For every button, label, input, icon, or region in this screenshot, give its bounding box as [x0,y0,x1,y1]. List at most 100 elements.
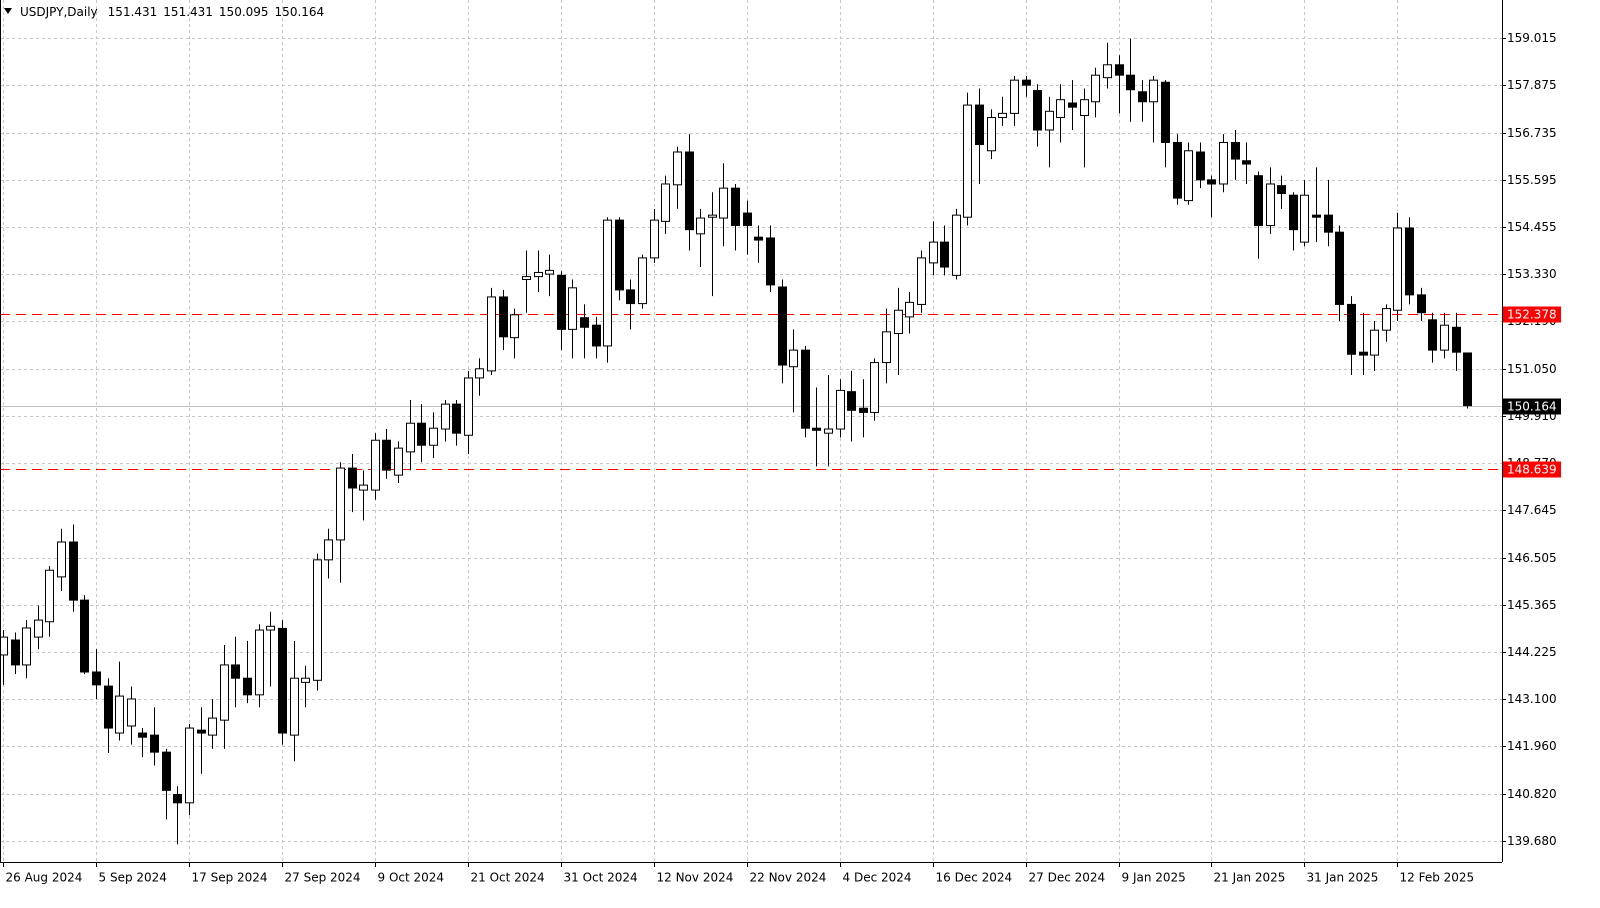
candle-body [464,377,473,436]
candle-body [162,751,171,791]
current-price-label: 150.164 [1507,400,1557,414]
y-tick-label: 155.595 [1507,173,1557,187]
candle-body [1219,141,1228,185]
x-tick-label: 9 Oct 2024 [378,871,445,885]
candle-body [1347,303,1356,355]
x-tick-label: 31 Jan 2025 [1307,871,1379,885]
candle-body [34,619,43,638]
y-tick-label: 145.365 [1507,598,1557,612]
candle-body [417,422,426,446]
candle-body [603,219,612,347]
candle-body [1335,231,1344,305]
candle-body [1300,194,1309,243]
candle-body [1312,214,1321,218]
candle-body [92,671,101,686]
candle-body [580,317,589,328]
candle-body [1173,141,1182,199]
candle-body [475,368,484,379]
candle-body [987,117,996,152]
candle-body [301,677,310,683]
axis: 139.680 140.820 141.960 143.100 144.225 145.3… [3,31,1561,885]
candle-body [441,403,450,430]
candle-body [1452,326,1461,353]
candle-body [197,729,206,734]
candle-body [545,269,554,275]
candle-body [359,484,368,491]
level-label: 152.378 [1507,308,1557,322]
candle-body [382,439,391,471]
candle-body [708,214,717,218]
candle-body [696,217,705,235]
candle-body [371,439,380,491]
candle-body [1405,227,1414,296]
candle-body [1370,329,1379,356]
candle-body [69,541,78,601]
candle-body [173,794,182,804]
candle-body [522,276,531,281]
candle-body [1207,179,1216,185]
candle-body [1231,141,1240,160]
x-tick-label: 16 Dec 2024 [936,871,1013,885]
candle-body [1440,324,1449,351]
x-tick-label: 5 Sep 2024 [99,871,167,885]
candle-body [1324,214,1333,233]
candle-body [1056,99,1065,119]
x-tick-label: 27 Sep 2024 [285,871,361,885]
candle-body [1184,150,1193,202]
candle-body [1103,64,1112,79]
levels [0,314,1502,470]
candle-body [243,677,252,696]
x-tick-label: 27 Dec 2024 [1029,871,1106,885]
header-close: 150.164 [275,5,325,19]
candle-body [929,241,938,264]
header-low: 150.095 [219,5,269,19]
candle-body [1022,79,1031,86]
candle-body [220,664,229,721]
candle-body [290,677,299,736]
candle-body [22,627,31,666]
candle-body [847,391,856,411]
candle-body [661,183,670,222]
level-label: 148.639 [1507,463,1557,477]
candle-body [952,214,961,276]
y-tick-label: 154.455 [1507,220,1557,234]
candle-body [638,257,647,305]
candle-body [104,685,113,729]
candle-body [963,104,972,218]
candle-body [348,467,357,489]
candle-body [812,427,821,431]
y-tick-label: 159.015 [1507,31,1557,45]
candle-body [1068,102,1077,108]
candle-body [1115,64,1124,76]
candle-body [1428,319,1437,351]
candle-body [568,287,577,330]
candle-body [487,296,496,372]
candle-body [801,349,810,429]
candle-body [870,362,879,413]
header-arrow [4,8,12,14]
candle-body [0,636,8,656]
candle-body [11,639,20,666]
candle-body [1126,74,1135,91]
candle-body [406,422,415,453]
candle-body [592,324,601,347]
candle-body [778,286,787,366]
candle-body [429,427,438,446]
candle-body [836,389,845,430]
candle-body [1161,81,1170,143]
y-tick-label: 147.645 [1507,503,1557,517]
y-tick-label: 156.735 [1507,126,1557,140]
candle-body [336,467,345,541]
chart-title: USDJPY,Daily [20,5,98,19]
candle-body [1080,99,1089,116]
candle-body [278,627,287,734]
candle-body [882,331,891,364]
candle-body [45,569,54,623]
candle-body [313,559,322,681]
candle-body [917,257,926,305]
candle-body [731,187,740,227]
candle-body [394,447,403,476]
candle-body [185,727,194,804]
candle-body [1359,351,1368,356]
